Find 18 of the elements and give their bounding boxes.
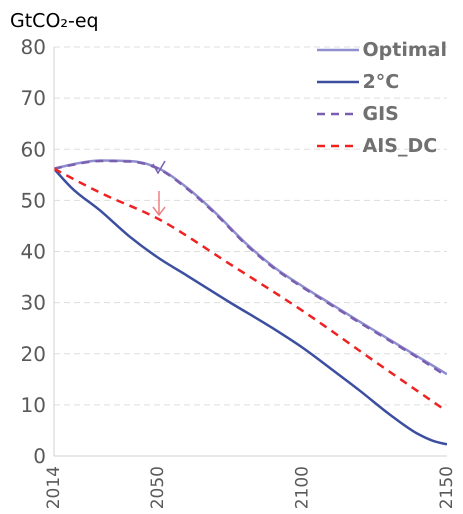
y-tick-label: 30: [20, 290, 46, 315]
y-tick-label: 40: [20, 240, 46, 264]
y-tick-label: 0: [33, 444, 46, 468]
x-tick-label: 2014: [44, 466, 64, 510]
y-tick-label: 70: [20, 86, 46, 110]
y-tick-label: 50: [20, 188, 46, 212]
y-tick-label: 20: [20, 342, 46, 366]
x-tick-label: 2050: [148, 466, 168, 510]
y-tick-label: 60: [20, 137, 46, 162]
x-tick-label: 2150: [437, 466, 457, 510]
y-tick-label: 10: [20, 392, 46, 417]
legend-label: GIS: [362, 102, 399, 127]
legend-label: Optimal: [362, 38, 447, 63]
y-axis-title: GtCO₂-eq: [10, 10, 99, 32]
y-tick-label: 80: [20, 35, 46, 60]
legend-label: 2°C: [362, 70, 400, 95]
x-tick-label: 2100: [292, 466, 313, 510]
legend-label: AIS_DC: [362, 134, 438, 159]
